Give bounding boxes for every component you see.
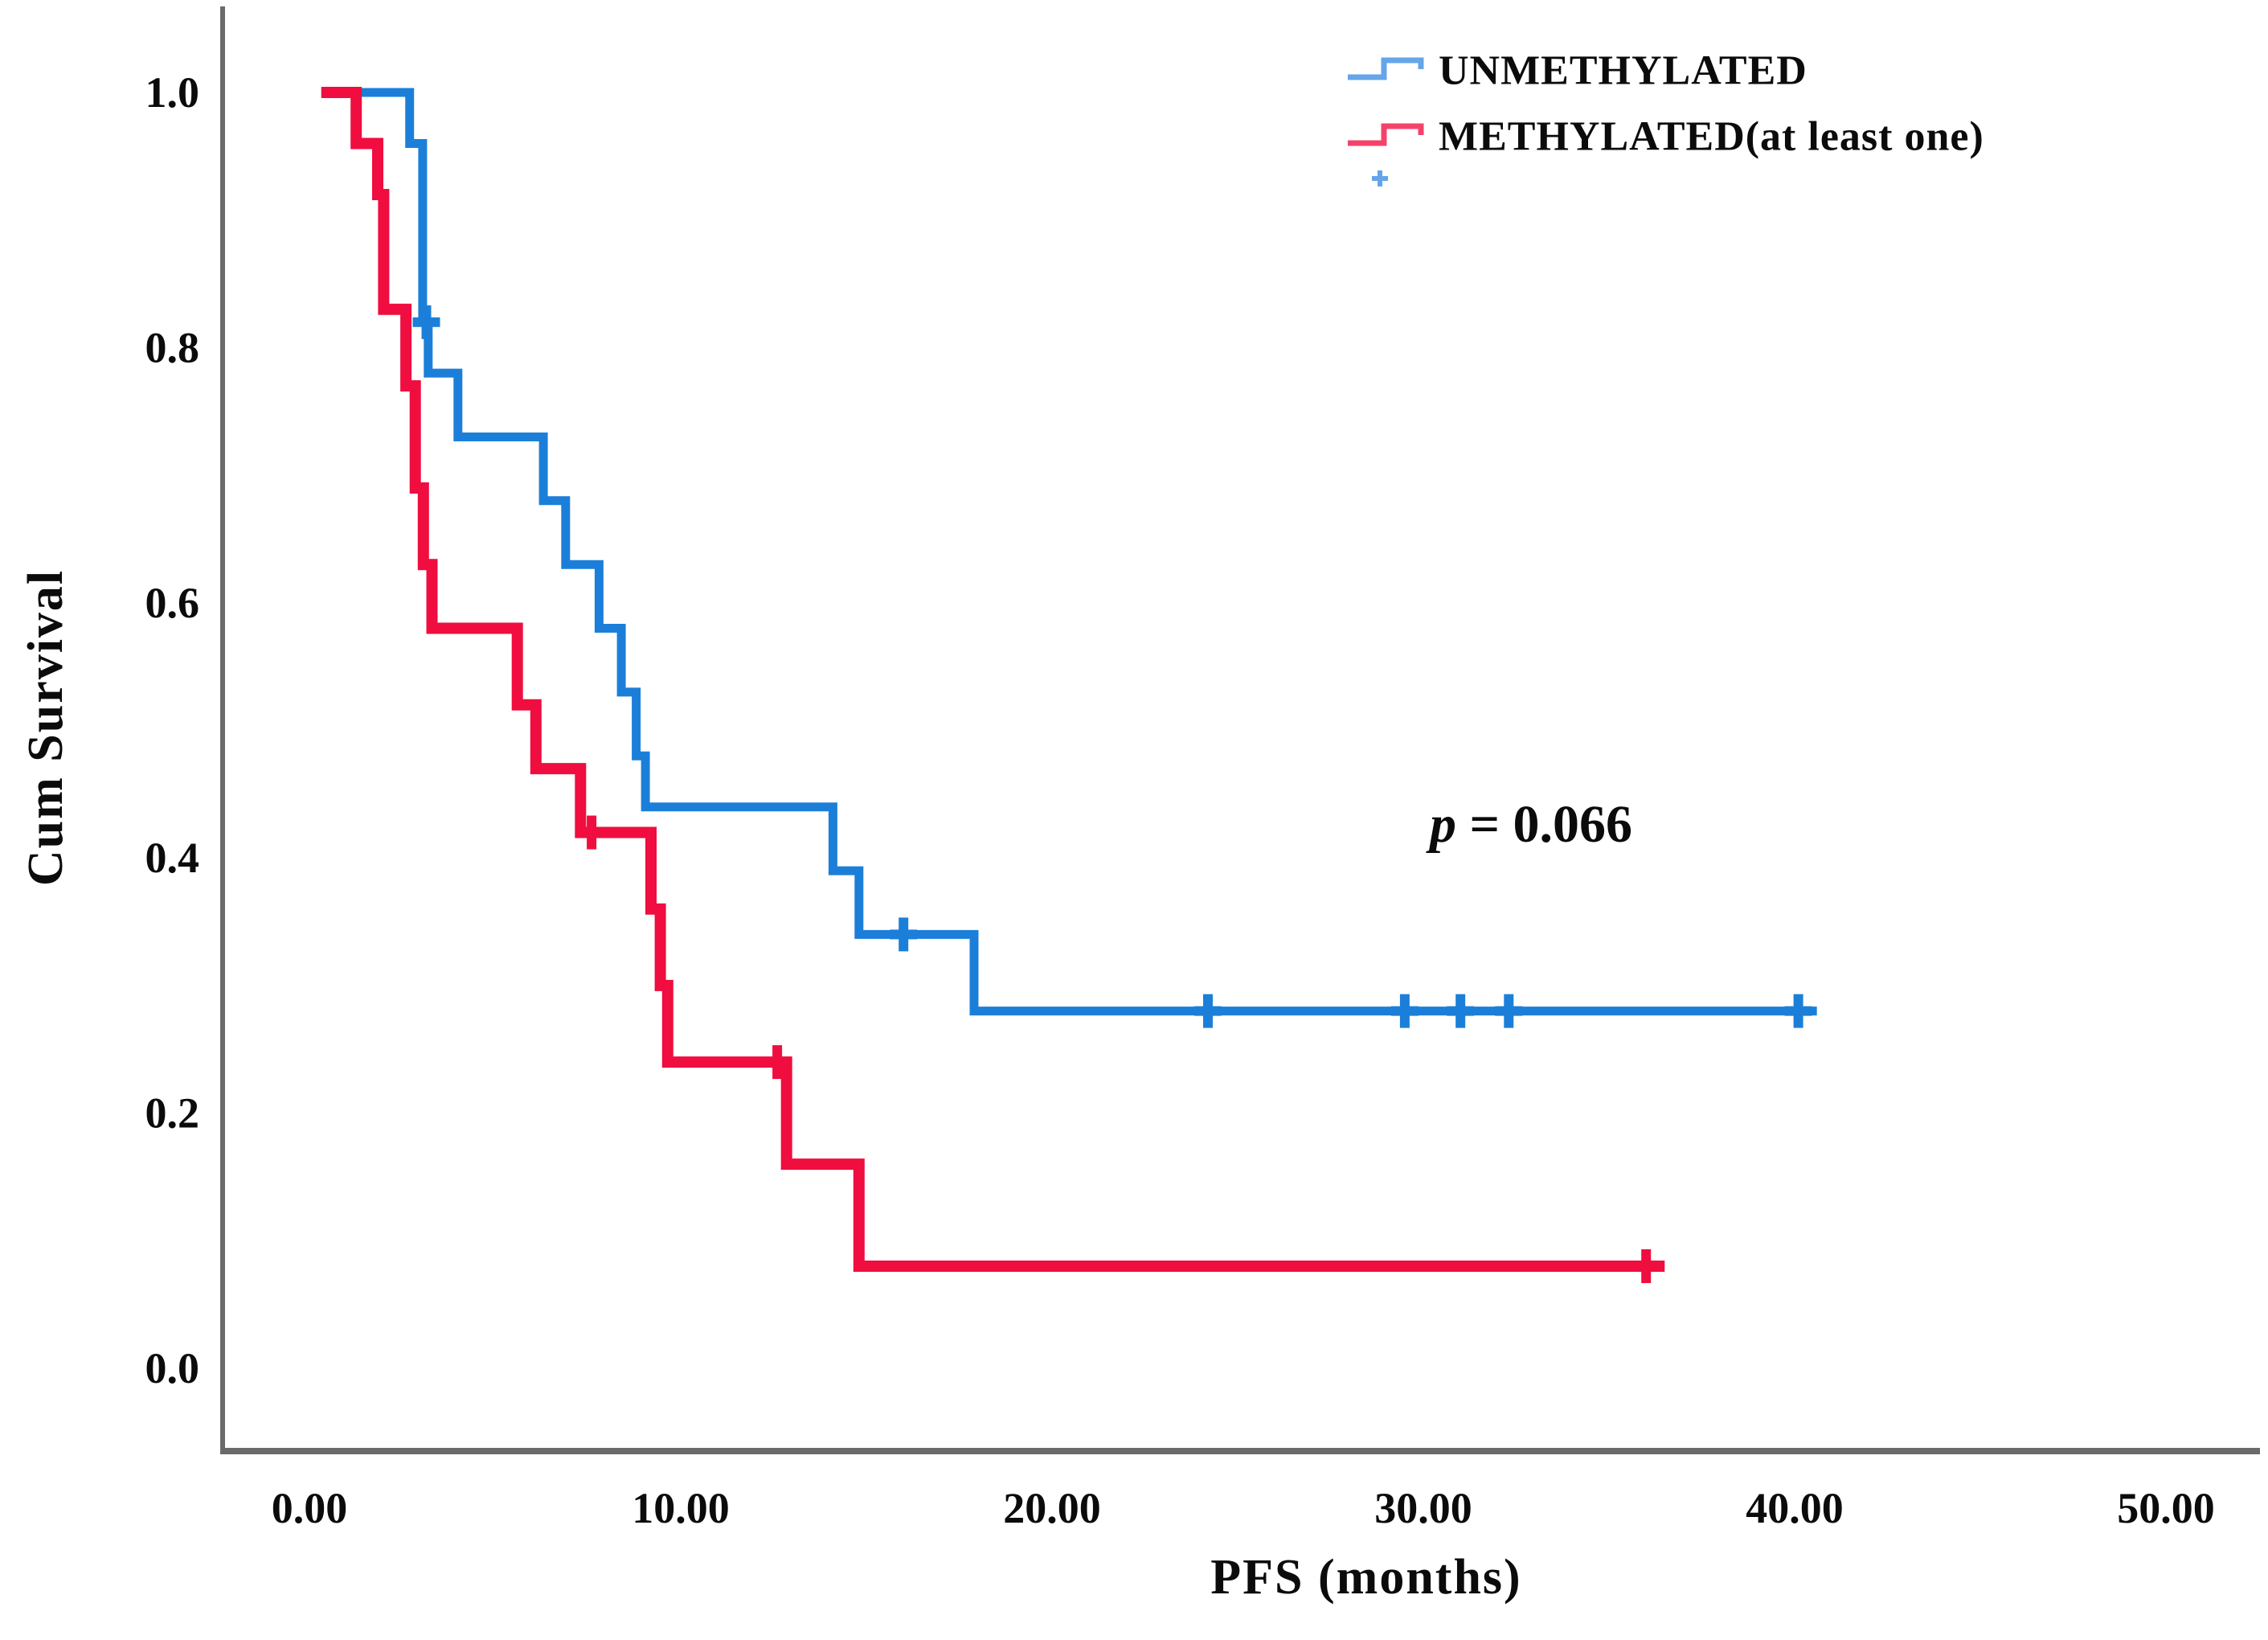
censor-mark-unmethylated xyxy=(412,305,440,339)
legend: UNMETHYLATED METHYLATED(at least one) xyxy=(1348,48,1984,187)
y-tick-label: 0.8 xyxy=(145,323,200,371)
y-tick-label: 0.2 xyxy=(145,1089,200,1138)
censor-mark-unmethylated xyxy=(890,917,918,952)
censor-mark-unmethylated xyxy=(1784,994,1812,1028)
y-tick-label: 1.0 xyxy=(145,68,200,117)
y-tick-label: 0.0 xyxy=(145,1344,200,1392)
censor-mark-methylated-at-least-one xyxy=(1632,1249,1660,1283)
axes xyxy=(220,6,2260,1454)
censor-mark-unmethylated xyxy=(1495,994,1523,1028)
curve-unmethylated xyxy=(321,88,1817,1016)
x-axis-title: PFS (months) xyxy=(1210,1550,1521,1605)
x-tick-label: 0.00 xyxy=(272,1484,348,1532)
legend-line-methylated-icon xyxy=(1348,123,1424,146)
x-tick-label: 40.00 xyxy=(1746,1484,1844,1532)
p-value-annotation: p = 0.066 xyxy=(1426,795,1632,854)
p-value-symbol: p xyxy=(1426,795,1456,854)
tick-labels: 1.0 0.8 0.6 0.4 0.2 0.0 0.00 10.00 20.00 30.00 40.… xyxy=(145,68,2215,1532)
curve-methylated-at-least-one xyxy=(321,87,1665,1272)
legend-line-unmethylated-icon xyxy=(1348,57,1424,80)
legend-label-methylated: METHYLATED(at least one) xyxy=(1439,114,1984,160)
x-tick-label: 30.00 xyxy=(1374,1484,1472,1532)
x-tick-label: 20.00 xyxy=(1003,1484,1101,1532)
censor-mark-unmethylated xyxy=(1194,994,1222,1028)
survival-curves xyxy=(321,87,1817,1283)
censor-mark-unmethylated xyxy=(1390,994,1419,1028)
x-tick-label: 10.00 xyxy=(632,1484,730,1532)
censor-mark-methylated-at-least-one xyxy=(764,1045,792,1080)
legend-label-unmethylated: UNMETHYLATED xyxy=(1439,48,1807,94)
p-value-text: = 0.066 xyxy=(1469,795,1632,854)
y-axis-title: Cum Survival xyxy=(18,569,73,886)
stray-censor-glyph-icon xyxy=(1372,170,1388,187)
censor-mark-unmethylated xyxy=(1447,994,1475,1028)
y-tick-label: 0.4 xyxy=(145,834,200,882)
censor-mark-methylated-at-least-one xyxy=(578,815,606,850)
x-tick-label: 50.00 xyxy=(2117,1484,2215,1532)
y-tick-label: 0.6 xyxy=(145,579,200,627)
